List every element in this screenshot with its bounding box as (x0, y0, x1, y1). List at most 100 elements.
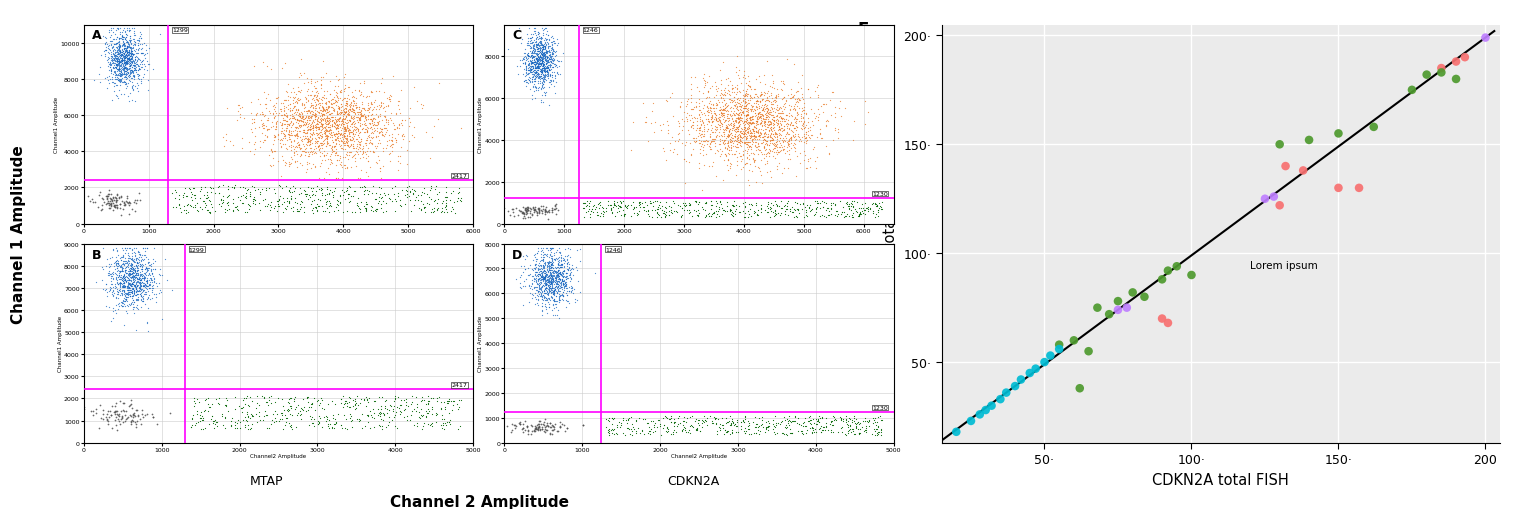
Point (356, 104, 381, 112)
Point (538, 419, 562, 427)
Point (119, 51, 143, 60)
Point (605, 429, 629, 437)
Point (353, 205, 378, 213)
Point (327, 156, 352, 164)
Point (181, 191, 206, 200)
Point (771, 78, 795, 87)
Point (516, 58, 541, 66)
Point (119, 396, 143, 404)
Point (679, 98, 704, 106)
Point (353, 154, 378, 162)
Point (126, 412, 151, 420)
Point (318, 104, 343, 112)
Point (107, 66, 131, 74)
Point (338, 127, 362, 135)
Point (230, 192, 254, 201)
Point (535, 279, 559, 287)
Point (542, 286, 567, 294)
Point (305, 201, 329, 209)
Point (353, 206, 378, 214)
Point (748, 156, 772, 164)
Point (530, 56, 554, 64)
Point (789, 111, 813, 119)
Point (790, 419, 815, 427)
Point (548, 278, 573, 287)
Point (209, 195, 233, 204)
Point (524, 44, 548, 52)
Point (513, 205, 538, 213)
Point (123, 251, 148, 260)
Point (123, 285, 148, 293)
Point (771, 135, 795, 143)
Point (748, 120, 772, 128)
Point (99, 58, 123, 66)
Point (659, 430, 684, 438)
Point (96, 59, 120, 67)
Point (291, 204, 315, 212)
Point (765, 135, 789, 144)
Point (533, 423, 557, 431)
Point (545, 298, 570, 306)
Point (536, 286, 560, 294)
Point (355, 128, 379, 136)
Point (373, 129, 398, 137)
Point (772, 101, 797, 109)
Point (222, 418, 247, 426)
Point (241, 200, 265, 208)
Point (513, 72, 538, 80)
Point (553, 256, 577, 264)
Point (533, 64, 557, 72)
Point (550, 277, 574, 286)
Point (768, 137, 792, 146)
Point (323, 400, 347, 408)
Point (714, 124, 739, 132)
Point (527, 53, 551, 61)
Point (110, 412, 134, 420)
Point (524, 65, 548, 73)
Point (699, 127, 723, 135)
Point (535, 264, 559, 272)
Point (532, 63, 556, 71)
Point (521, 43, 545, 51)
Point (186, 418, 210, 427)
Point (291, 115, 315, 123)
Point (547, 295, 571, 303)
Point (646, 204, 670, 212)
Point (206, 399, 230, 407)
Point (107, 39, 131, 47)
Point (343, 123, 367, 131)
Point (500, 427, 524, 435)
Point (527, 60, 551, 68)
Point (120, 68, 145, 76)
Point (539, 286, 564, 294)
Point (119, 270, 143, 278)
Point (608, 197, 632, 206)
Point (719, 145, 743, 153)
Point (688, 122, 713, 130)
Point (375, 141, 399, 149)
Point (556, 266, 580, 274)
Point (533, 208, 557, 216)
Point (190, 416, 215, 424)
Point (528, 51, 553, 59)
Point (215, 202, 239, 210)
Point (122, 67, 146, 75)
Point (737, 115, 762, 123)
Point (120, 288, 145, 296)
Point (405, 98, 429, 106)
Point (797, 413, 821, 421)
Point (760, 112, 784, 120)
Point (305, 112, 329, 121)
Point (723, 126, 748, 134)
Point (355, 129, 379, 137)
Point (672, 206, 696, 214)
Point (792, 422, 816, 430)
Point (123, 56, 148, 64)
Point (366, 127, 390, 135)
Point (547, 272, 571, 280)
Point (282, 94, 306, 102)
Point (104, 55, 128, 64)
Point (527, 64, 551, 72)
Point (349, 135, 373, 144)
Point (687, 416, 711, 424)
